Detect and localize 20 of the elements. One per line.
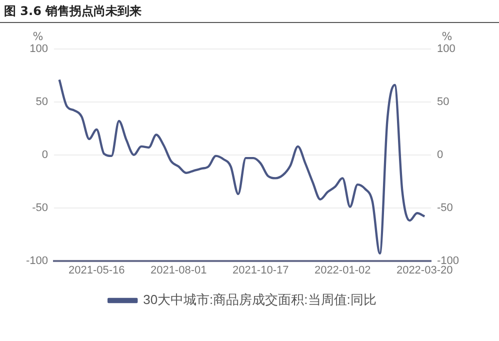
y-tick-label: -50 bbox=[32, 202, 48, 214]
y-tick-label: -100 bbox=[26, 254, 48, 267]
x-tick-label: 2022-03-20 bbox=[396, 264, 453, 276]
y-tick-label: 50 bbox=[36, 96, 48, 108]
y2-tick-label: -100 bbox=[436, 254, 460, 267]
y-axis-title: % bbox=[32, 30, 44, 43]
y-tick-label: 100 bbox=[30, 43, 48, 56]
x-tick-label: 2021-10-17 bbox=[232, 264, 289, 276]
y2-tick-label: -50 bbox=[436, 202, 453, 214]
x-tick-label: 2021-05-16 bbox=[68, 264, 125, 276]
y2-tick-label: 100 bbox=[436, 43, 456, 56]
y-tick-label: 0 bbox=[42, 148, 48, 161]
line-series bbox=[58, 78, 426, 254]
y2-axis-title: % bbox=[442, 30, 452, 43]
x-tick-label: 2022-01-02 bbox=[314, 264, 371, 276]
y2-tick-label: 50 bbox=[436, 96, 450, 108]
x-tick-label: 2021-08-01 bbox=[150, 264, 207, 276]
legend-label: 30大中城市:商品房成交面积:当周值:同比 bbox=[143, 292, 376, 308]
y2-tick-label: 0 bbox=[436, 148, 444, 161]
chart-title: 图 3.6 销售拐点尚未到来 bbox=[0, 0, 499, 23]
